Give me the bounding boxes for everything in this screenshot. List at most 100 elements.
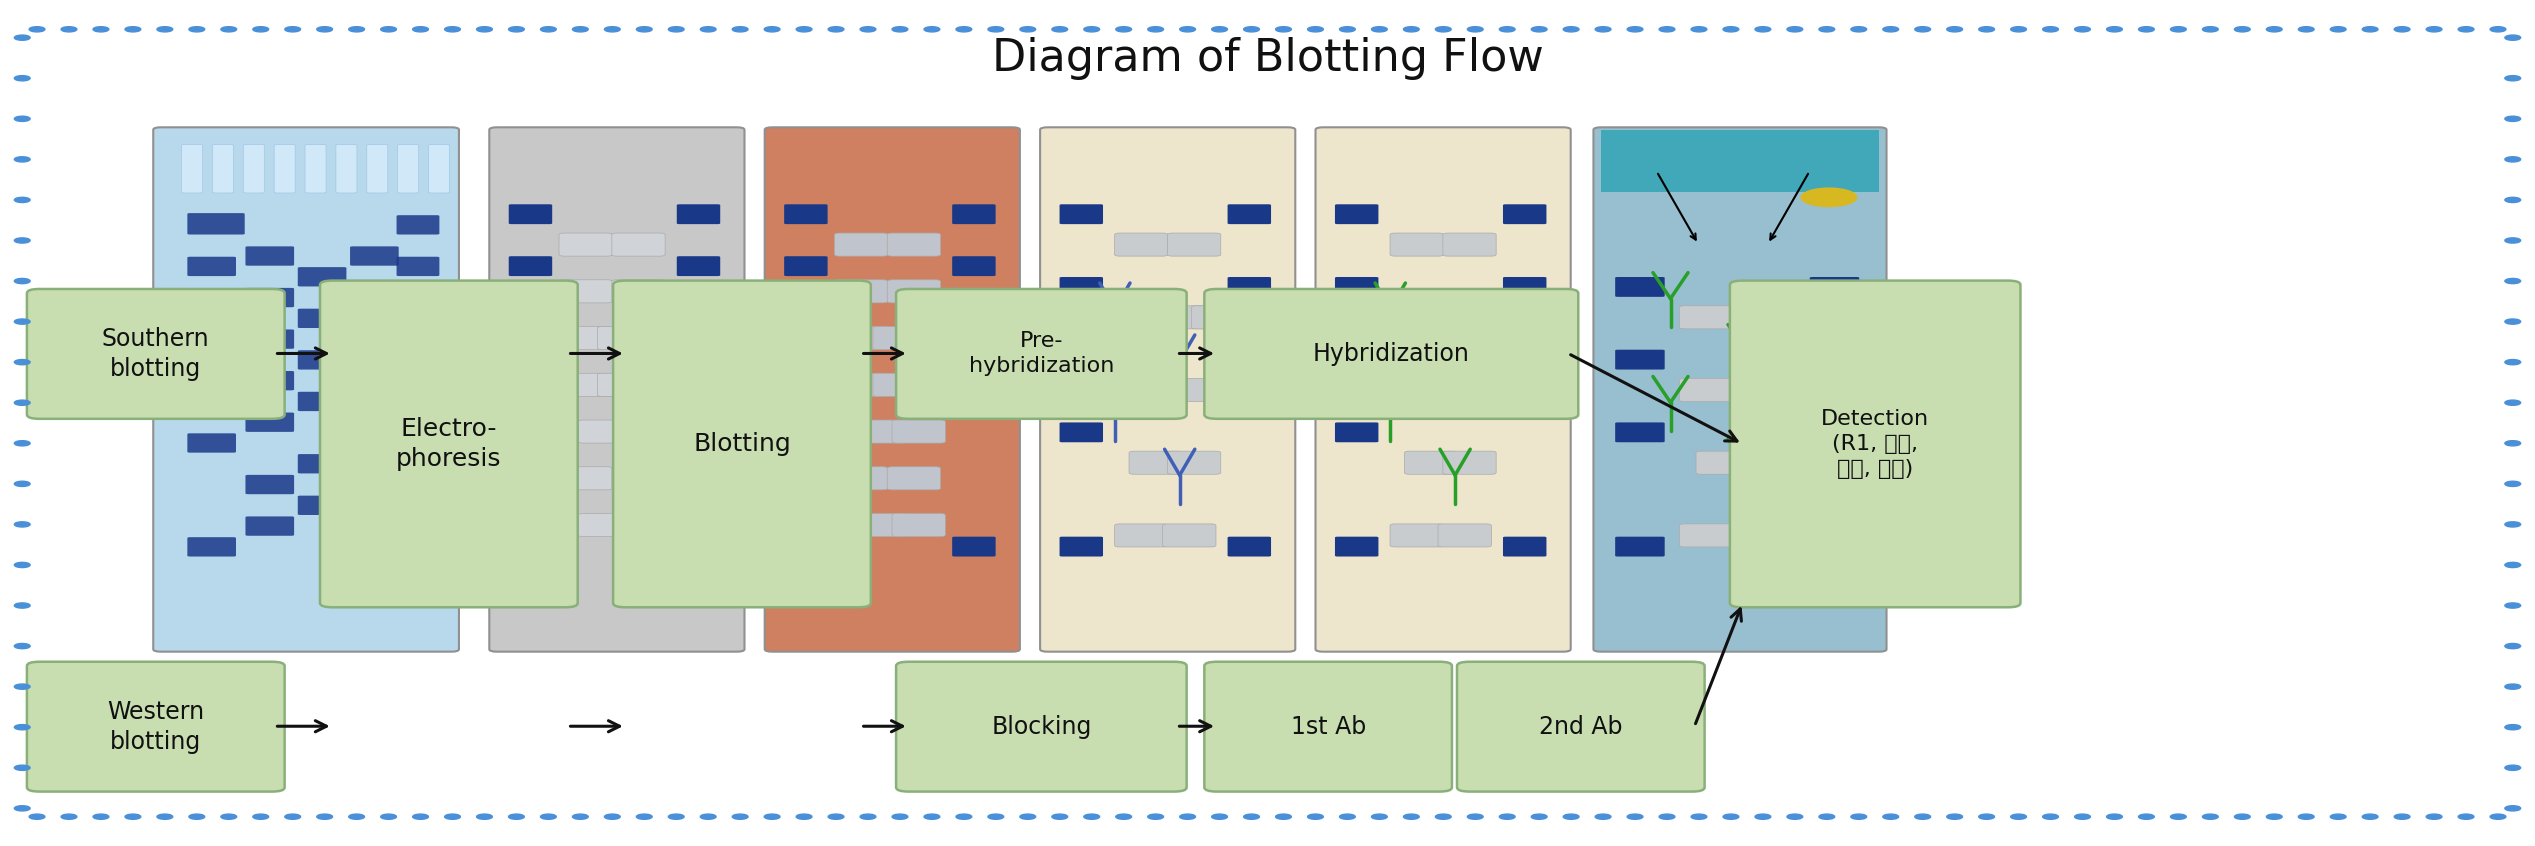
Circle shape [15, 684, 30, 689]
Circle shape [1627, 814, 1643, 819]
FancyBboxPatch shape [368, 145, 388, 193]
FancyBboxPatch shape [910, 327, 963, 349]
FancyBboxPatch shape [489, 127, 745, 651]
Circle shape [444, 27, 461, 32]
Circle shape [15, 522, 30, 527]
Circle shape [925, 27, 940, 32]
Circle shape [1338, 814, 1356, 819]
Circle shape [15, 75, 30, 81]
FancyBboxPatch shape [1227, 536, 1270, 557]
Circle shape [669, 27, 684, 32]
FancyBboxPatch shape [611, 233, 664, 256]
FancyBboxPatch shape [510, 433, 553, 453]
Circle shape [2363, 27, 2378, 32]
Text: Blocking: Blocking [991, 715, 1093, 739]
FancyBboxPatch shape [611, 467, 664, 490]
Circle shape [94, 27, 109, 32]
Circle shape [2505, 400, 2520, 405]
Circle shape [1019, 814, 1037, 819]
Circle shape [317, 814, 332, 819]
Circle shape [2010, 27, 2025, 32]
Circle shape [829, 814, 844, 819]
FancyBboxPatch shape [598, 327, 651, 349]
FancyBboxPatch shape [1336, 349, 1379, 370]
Circle shape [15, 563, 30, 568]
FancyBboxPatch shape [560, 373, 613, 397]
FancyBboxPatch shape [887, 233, 940, 256]
Circle shape [925, 814, 940, 819]
FancyBboxPatch shape [398, 145, 418, 193]
FancyBboxPatch shape [350, 371, 398, 390]
Text: Southern
blotting: Southern blotting [101, 327, 210, 381]
FancyBboxPatch shape [510, 371, 553, 390]
Circle shape [15, 805, 30, 811]
Text: Diagram of Blotting Flow: Diagram of Blotting Flow [991, 37, 1544, 80]
FancyBboxPatch shape [1158, 305, 1212, 329]
Circle shape [2505, 644, 2520, 649]
FancyBboxPatch shape [1115, 305, 1169, 329]
FancyBboxPatch shape [1810, 536, 1858, 557]
FancyBboxPatch shape [1336, 277, 1379, 297]
Circle shape [733, 27, 748, 32]
FancyBboxPatch shape [560, 327, 613, 349]
Circle shape [1802, 188, 1856, 206]
Circle shape [2170, 814, 2185, 819]
FancyBboxPatch shape [1458, 662, 1704, 792]
Circle shape [15, 644, 30, 649]
Circle shape [603, 27, 621, 32]
Circle shape [1435, 814, 1450, 819]
Circle shape [956, 27, 971, 32]
FancyBboxPatch shape [1810, 349, 1858, 370]
Circle shape [2489, 814, 2507, 819]
Circle shape [350, 814, 365, 819]
Circle shape [28, 27, 46, 32]
FancyBboxPatch shape [274, 145, 294, 193]
FancyBboxPatch shape [1442, 233, 1496, 256]
Circle shape [1914, 27, 1932, 32]
FancyBboxPatch shape [350, 329, 398, 349]
Circle shape [15, 765, 30, 771]
FancyBboxPatch shape [854, 514, 908, 536]
Circle shape [1404, 814, 1420, 819]
FancyBboxPatch shape [1389, 305, 1442, 329]
FancyBboxPatch shape [598, 373, 651, 397]
FancyBboxPatch shape [783, 308, 826, 328]
FancyBboxPatch shape [304, 145, 327, 193]
Circle shape [2505, 522, 2520, 527]
Circle shape [284, 27, 302, 32]
Circle shape [892, 27, 908, 32]
FancyBboxPatch shape [510, 256, 553, 276]
FancyBboxPatch shape [1678, 524, 1739, 547]
Circle shape [2505, 724, 2520, 730]
Text: Blotting: Blotting [692, 432, 791, 456]
Circle shape [2505, 35, 2520, 41]
FancyBboxPatch shape [953, 256, 996, 276]
Circle shape [2010, 814, 2025, 819]
FancyBboxPatch shape [560, 467, 613, 490]
FancyBboxPatch shape [246, 246, 294, 266]
FancyBboxPatch shape [1678, 378, 1739, 402]
FancyBboxPatch shape [1742, 451, 1800, 475]
FancyBboxPatch shape [1389, 233, 1442, 256]
FancyBboxPatch shape [1115, 233, 1169, 256]
FancyBboxPatch shape [1734, 524, 1795, 547]
FancyBboxPatch shape [1503, 349, 1546, 370]
Circle shape [2505, 481, 2520, 486]
Circle shape [2140, 27, 2155, 32]
Circle shape [157, 27, 172, 32]
Circle shape [15, 35, 30, 41]
Circle shape [859, 814, 877, 819]
Circle shape [2330, 27, 2345, 32]
Circle shape [603, 814, 621, 819]
Circle shape [15, 157, 30, 162]
Circle shape [350, 27, 365, 32]
FancyBboxPatch shape [895, 662, 1186, 792]
Circle shape [989, 814, 1004, 819]
Circle shape [2426, 27, 2441, 32]
FancyBboxPatch shape [1503, 536, 1546, 557]
FancyBboxPatch shape [428, 145, 449, 193]
Circle shape [15, 319, 30, 324]
Circle shape [1754, 814, 1772, 819]
FancyBboxPatch shape [887, 280, 940, 303]
Circle shape [15, 197, 30, 202]
